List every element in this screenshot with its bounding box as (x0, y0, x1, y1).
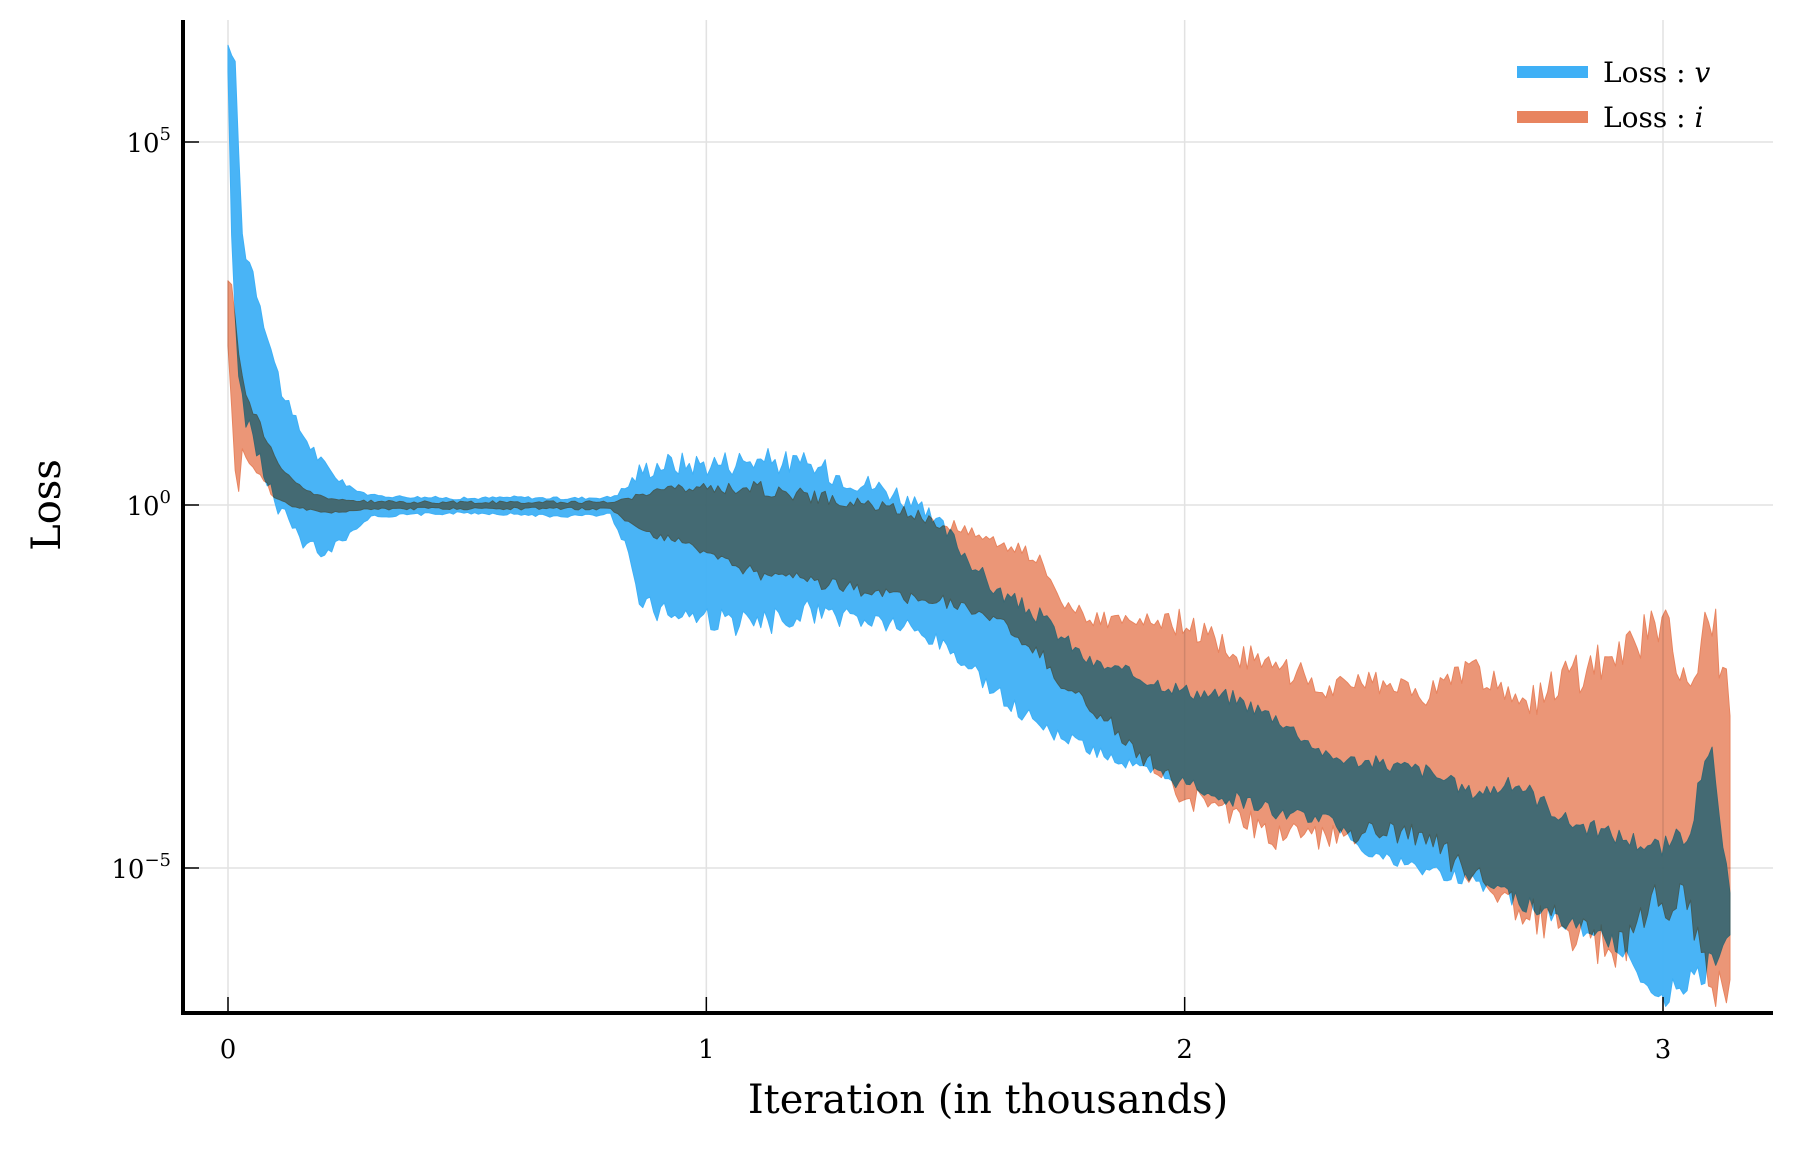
y-tick-exponent: −5 (144, 850, 171, 871)
legend-swatch-loss-i (1517, 111, 1588, 123)
legend-entry-loss-i: Loss : i (1517, 101, 1703, 134)
legend-label-loss-i: Loss : i (1603, 101, 1703, 134)
y-axis-label: Loss (24, 459, 70, 551)
legend-entry-loss-v: Loss : v (1517, 56, 1710, 89)
y-tick-base: 10 (126, 492, 159, 522)
legend-prefix: Loss : (1603, 56, 1694, 89)
series-layer (227, 44, 1731, 1007)
x-axis-label: Iteration (in thousands) (748, 1077, 1228, 1123)
series-band-loss-i (227, 280, 1731, 1007)
x-tick-label: 1 (698, 1035, 715, 1065)
legend-variable: i (1694, 101, 1703, 134)
legend: Loss : v Loss : i (1517, 56, 1710, 134)
y-tick-label: 100 (126, 487, 171, 522)
x-ticks: 0 1 2 3 (220, 997, 1672, 1065)
y-tick-base: 10 (111, 855, 144, 885)
x-tick-label: 3 (1655, 1035, 1672, 1065)
y-tick-label: 10−5 (111, 850, 171, 885)
legend-prefix: Loss : (1603, 101, 1694, 134)
legend-swatch-loss-v (1517, 66, 1588, 78)
legend-variable: v (1694, 56, 1710, 89)
x-tick-label: 2 (1176, 1035, 1193, 1065)
y-tick-base: 10 (126, 129, 159, 159)
x-tick-label: 0 (220, 1035, 237, 1065)
y-tick-exponent: 5 (160, 124, 171, 145)
y-tick-label: 105 (126, 124, 171, 159)
y-tick-exponent: 0 (160, 487, 171, 508)
legend-label-loss-v: Loss : v (1603, 56, 1710, 89)
